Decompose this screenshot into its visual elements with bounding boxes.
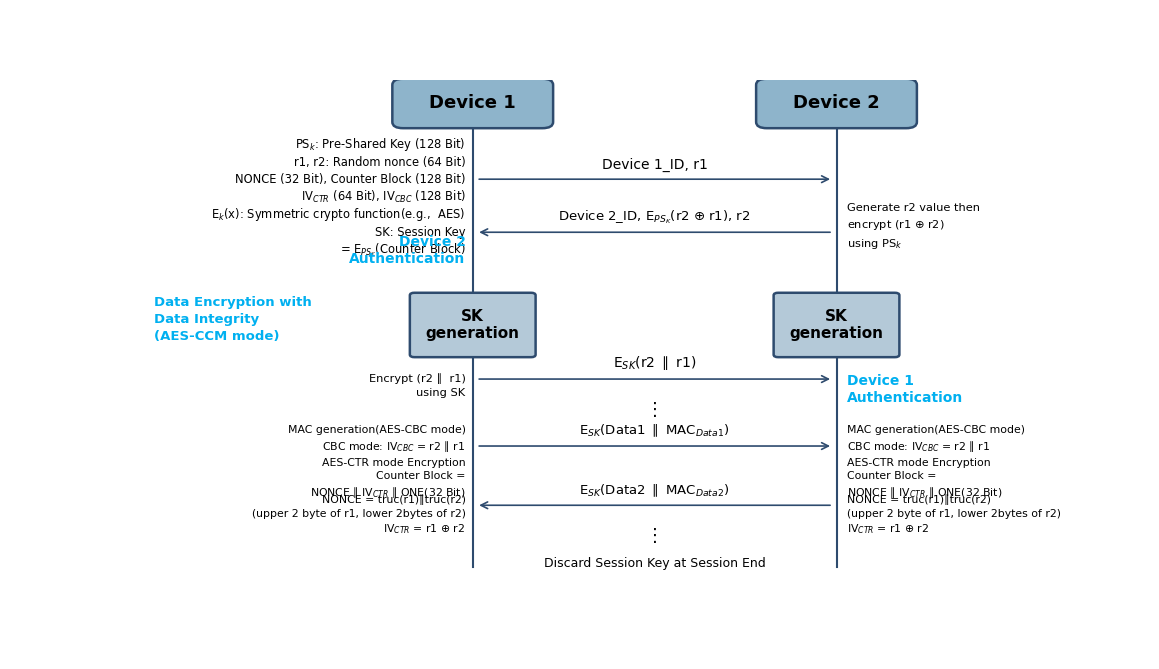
Text: Encrypt (r2 ∥  r1)
using SK: Encrypt (r2 ∥ r1) using SK: [369, 373, 466, 397]
Text: IV$_{CTR}$ (64 Bit), IV$_{CBC}$ (128 Bit): IV$_{CTR}$ (64 Bit), IV$_{CBC}$ (128 Bit…: [300, 189, 466, 205]
Text: NONCE = truc(r1)∥truc(r2)
(upper 2 byte of r1, lower 2bytes of r2)
IV$_{CTR}$ = : NONCE = truc(r1)∥truc(r2) (upper 2 byte …: [252, 494, 466, 537]
Text: Data Encryption with
Data Integrity
(AES-CCM mode): Data Encryption with Data Integrity (AES…: [154, 296, 312, 343]
Text: E$_{SK}$(Data2 $\parallel$ MAC$_{Data2}$): E$_{SK}$(Data2 $\parallel$ MAC$_{Data2}$…: [580, 482, 730, 498]
Text: E$_{SK}$(Data1 $\parallel$ MAC$_{Data1}$): E$_{SK}$(Data1 $\parallel$ MAC$_{Data1}$…: [580, 423, 730, 440]
Text: MAC generation(AES-CBC mode)
CBC mode: IV$_{CBC}$ = r2 ∥ r1
AES-CTR mode Encrypt: MAC generation(AES-CBC mode) CBC mode: I…: [847, 425, 1026, 500]
Text: Device 1_ID, r1: Device 1_ID, r1: [602, 159, 707, 173]
Text: Device 2: Device 2: [793, 94, 880, 112]
Text: Device 1
Authentication: Device 1 Authentication: [847, 374, 963, 405]
Text: = E$_{PS_K}$(Counter Block): = E$_{PS_K}$(Counter Block): [340, 241, 466, 258]
Text: Device 1: Device 1: [429, 94, 516, 112]
Text: SK
generation: SK generation: [789, 309, 883, 341]
Text: Discard Session Key at Session End: Discard Session Key at Session End: [544, 557, 765, 570]
Text: NONCE (32 Bit), Counter Block (128 Bit): NONCE (32 Bit), Counter Block (128 Bit): [235, 173, 466, 186]
Text: NONCE = truc(r1)∥truc(r2)
(upper 2 byte of r1, lower 2bytes of r2)
IV$_{CTR}$ = : NONCE = truc(r1)∥truc(r2) (upper 2 byte …: [847, 494, 1062, 537]
Text: ⋮: ⋮: [646, 401, 664, 419]
Text: E$_k$(x): Symmetric crypto function(e.g.,  AES): E$_k$(x): Symmetric crypto function(e.g.…: [211, 206, 466, 223]
FancyBboxPatch shape: [756, 79, 917, 128]
Text: MAC generation(AES-CBC mode)
CBC mode: IV$_{CBC}$ = r2 ∥ r1
AES-CTR mode Encrypt: MAC generation(AES-CBC mode) CBC mode: I…: [287, 425, 466, 500]
Text: Device 2_ID, E$_{PS_K}$(r2 $\oplus$ r1), r2: Device 2_ID, E$_{PS_K}$(r2 $\oplus$ r1),…: [559, 208, 751, 225]
Text: ⋮: ⋮: [646, 527, 664, 545]
Text: Generate r2 value then
encrypt (r1 $\oplus$ r2)
using PS$_k$: Generate r2 value then encrypt (r1 $\opl…: [847, 203, 981, 251]
FancyBboxPatch shape: [774, 293, 899, 357]
Text: SK: Session Key: SK: Session Key: [376, 225, 466, 239]
Text: PS$_k$: Pre-Shared Key (128 Bit): PS$_k$: Pre-Shared Key (128 Bit): [296, 136, 466, 153]
Text: SK
generation: SK generation: [425, 309, 519, 341]
FancyBboxPatch shape: [410, 293, 535, 357]
FancyBboxPatch shape: [393, 79, 553, 128]
Text: Device 2
Authentication: Device 2 Authentication: [349, 235, 466, 266]
Text: E$_{SK}$(r2 $\parallel$ r1): E$_{SK}$(r2 $\parallel$ r1): [613, 355, 697, 373]
Text: r1, r2: Random nonce (64 Bit): r1, r2: Random nonce (64 Bit): [293, 156, 466, 169]
